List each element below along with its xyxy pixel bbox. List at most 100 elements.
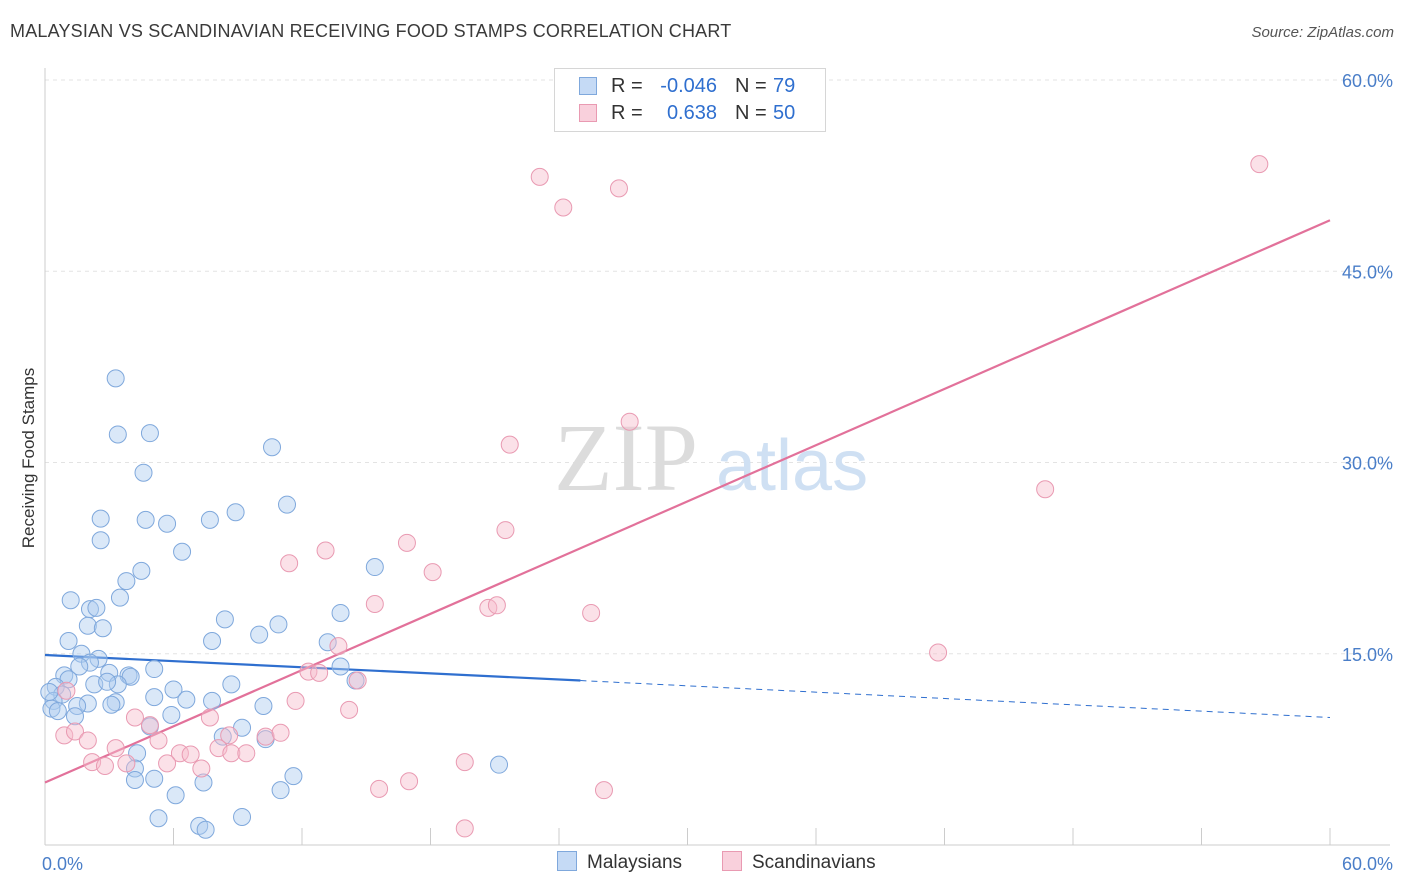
data-point xyxy=(284,767,303,786)
legend-r-label: R = xyxy=(611,102,643,124)
data-point xyxy=(929,643,948,662)
data-point xyxy=(329,637,348,656)
data-point xyxy=(554,198,573,217)
data-point xyxy=(80,653,99,672)
x-tick-labels: 0.0% 60.0% xyxy=(42,854,1393,874)
data-point xyxy=(348,671,367,690)
legend-item-malaysians: Malaysians xyxy=(557,851,682,874)
legend-row-malaysians: R = -0.046 N = 79 xyxy=(555,74,825,100)
legend-n-label: N = xyxy=(735,102,767,124)
data-point xyxy=(136,510,155,529)
data-point xyxy=(55,726,74,745)
data-point xyxy=(57,681,76,700)
watermark-atlas: atlas xyxy=(716,426,868,506)
data-point xyxy=(318,633,337,652)
data-point xyxy=(200,510,219,529)
watermark-zip: ZIP xyxy=(554,404,698,511)
data-point xyxy=(164,680,183,699)
data-point xyxy=(496,521,515,540)
legend-swatch-blue xyxy=(579,77,597,95)
data-point xyxy=(40,683,59,701)
data-point xyxy=(250,625,269,644)
data-point xyxy=(594,781,613,800)
data-point xyxy=(455,819,474,838)
data-point xyxy=(59,632,78,650)
data-point xyxy=(331,603,350,622)
data-point xyxy=(423,563,442,582)
data-point xyxy=(487,596,506,615)
data-point xyxy=(192,759,211,778)
scandinavian-points xyxy=(55,155,1269,838)
y-tick-labels: 15.0% 30.0% 45.0% 60.0% xyxy=(1342,71,1393,665)
data-point xyxy=(233,807,252,826)
data-point xyxy=(93,619,112,638)
data-point xyxy=(48,702,67,721)
data-point xyxy=(134,463,153,482)
data-point xyxy=(455,753,474,772)
data-point xyxy=(310,663,329,682)
data-point xyxy=(145,688,164,707)
data-point xyxy=(106,739,125,758)
data-point xyxy=(149,809,168,828)
legend-label-malaysians: Malaysians xyxy=(587,852,683,873)
data-point xyxy=(226,503,245,522)
scandinavian-trend-line xyxy=(44,219,1331,784)
data-point xyxy=(370,779,389,798)
data-point xyxy=(95,756,114,775)
y-tick-label: 60.0% xyxy=(1342,71,1393,91)
data-point xyxy=(269,615,288,634)
legend-n-value: 50 xyxy=(773,102,796,124)
legend-swatch-pink xyxy=(579,104,597,122)
data-point xyxy=(44,691,63,710)
data-point xyxy=(102,695,121,714)
source-credit: Source: ZipAtlas.com xyxy=(1251,24,1394,41)
legend-n-label: N = xyxy=(735,75,767,97)
data-point xyxy=(530,167,549,186)
data-point xyxy=(173,542,192,561)
data-point xyxy=(365,595,384,614)
data-point xyxy=(87,598,106,617)
malaysian-trend-extension xyxy=(580,680,1331,718)
data-point xyxy=(200,708,219,727)
data-point xyxy=(280,554,299,573)
data-point xyxy=(490,755,509,774)
data-point xyxy=(1036,480,1055,499)
legend-row-scandinavians: R = 0.638 N = 50 xyxy=(555,101,825,127)
correlation-legend: R = -0.046 N = 79 R = 0.638 N = 50 xyxy=(554,68,826,132)
data-point xyxy=(70,657,89,676)
legend-swatch-pink xyxy=(722,851,742,871)
data-point xyxy=(365,558,384,577)
data-point xyxy=(108,425,127,444)
data-point xyxy=(222,744,241,763)
legend-r-value: 0.638 xyxy=(666,102,717,124)
data-point xyxy=(397,533,416,552)
data-point xyxy=(65,707,84,726)
data-point xyxy=(149,731,168,750)
legend-r-value: -0.046 xyxy=(660,75,717,97)
data-point xyxy=(145,660,164,679)
data-point xyxy=(65,722,84,741)
data-point xyxy=(61,591,80,610)
data-point xyxy=(140,424,159,443)
axes xyxy=(44,68,1390,846)
data-point xyxy=(78,731,97,750)
legend-item-scandinavians: Scandinavians xyxy=(722,851,876,874)
data-point xyxy=(500,435,519,454)
legend-r-label: R = xyxy=(611,75,643,97)
data-point xyxy=(145,769,164,788)
data-point xyxy=(203,691,222,710)
data-point xyxy=(117,754,136,773)
data-point xyxy=(108,675,127,694)
data-point xyxy=(316,541,335,560)
data-point xyxy=(220,726,239,745)
legend-label-scandinavians: Scandinavians xyxy=(752,852,876,873)
data-point xyxy=(194,773,213,792)
x-tick-label: 0.0% xyxy=(42,854,83,874)
data-point xyxy=(166,786,185,805)
data-point xyxy=(286,691,305,710)
data-point xyxy=(271,781,290,800)
y-tick-label: 15.0% xyxy=(1342,645,1393,665)
data-point xyxy=(78,694,97,713)
malaysian-points xyxy=(40,369,509,839)
